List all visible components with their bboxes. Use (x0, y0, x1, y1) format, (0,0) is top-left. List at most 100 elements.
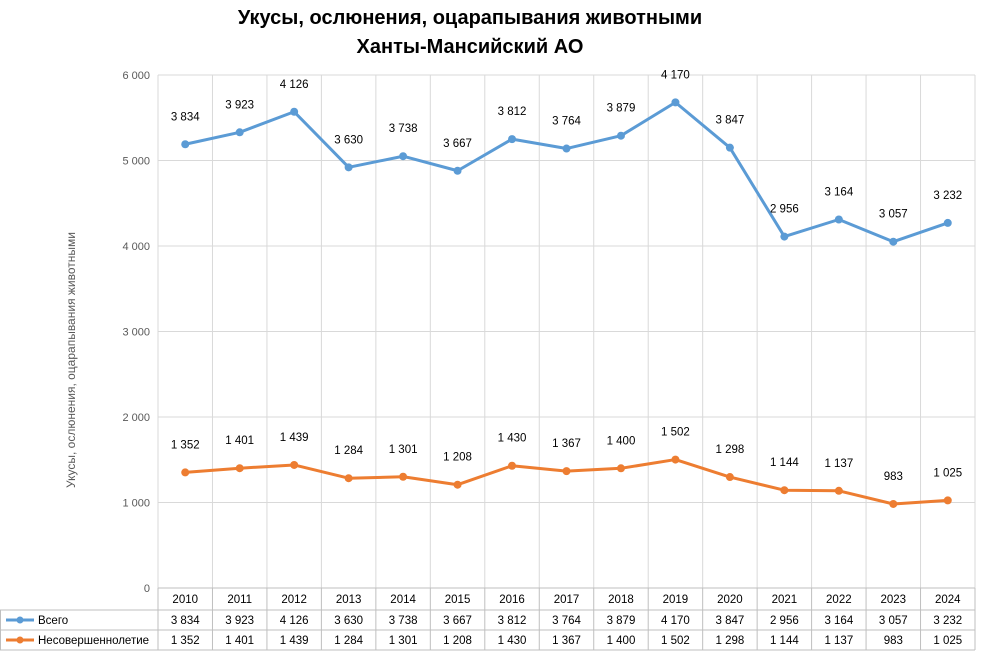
legend-marker-icon (16, 616, 24, 624)
table-cell: 3 812 (498, 615, 527, 627)
data-point (344, 474, 353, 483)
data-label: 1 400 (607, 435, 636, 447)
x-tick-label: 2011 (227, 594, 252, 606)
data-point (725, 473, 734, 482)
table-cell: 3 164 (824, 615, 853, 627)
x-tick-label: 2023 (881, 594, 907, 606)
data-point (290, 460, 299, 469)
data-label: 1 502 (661, 427, 690, 439)
data-label: 3 923 (225, 99, 254, 111)
data-point (562, 144, 571, 153)
legend-marker-icon (16, 636, 24, 644)
data-label: 1 301 (389, 444, 418, 456)
data-label: 1 144 (770, 457, 799, 469)
y-tick-label: 3 000 (122, 327, 150, 339)
data-label: 4 170 (661, 69, 690, 81)
table-cell: 4 126 (280, 615, 309, 627)
x-tick-label: 2021 (772, 594, 798, 606)
table-cell: 3 738 (389, 615, 418, 627)
table-cell: 1 298 (716, 635, 745, 647)
x-tick-label: 2022 (826, 594, 852, 606)
y-axis-ticks: 0 1 000 2 000 3 000 4 000 5 000 6 000 (122, 70, 150, 595)
data-label: 3 057 (879, 209, 908, 221)
table-cell: 2 956 (770, 615, 799, 627)
table-cell: 3 879 (607, 615, 636, 627)
legend-series-name: Несовершеннолетие (38, 635, 149, 647)
table-cell: 1 430 (498, 635, 527, 647)
table-cell: 1 352 (171, 635, 200, 647)
data-point (181, 140, 190, 149)
data-point (562, 467, 571, 476)
table-cell: 3 764 (552, 615, 581, 627)
table-cell: 3 057 (879, 615, 908, 627)
data-point (943, 218, 952, 227)
table-cell: 1 025 (933, 635, 962, 647)
table-cell: 1 367 (552, 635, 581, 647)
y-tick-label: 0 (144, 583, 150, 595)
table-cell: 1 301 (389, 635, 418, 647)
data-point (671, 98, 680, 107)
data-point (616, 464, 625, 473)
data-point (780, 232, 789, 241)
table-cell: 3 834 (171, 615, 200, 627)
data-point (453, 480, 462, 489)
data-label: 1 137 (824, 458, 853, 470)
y-tick-label: 6 000 (122, 70, 150, 82)
table-cell: 983 (884, 635, 903, 647)
data-point (181, 468, 190, 477)
y-tick-label: 4 000 (122, 241, 150, 253)
data-label: 3 667 (443, 138, 472, 150)
data-label: 3 847 (716, 115, 745, 127)
data-point (616, 131, 625, 140)
table-cell: 1 502 (661, 635, 690, 647)
x-tick-label: 2018 (608, 594, 634, 606)
table-cell: 1 439 (280, 635, 309, 647)
table-cell: 3 630 (334, 615, 363, 627)
data-label: 1 208 (443, 452, 472, 464)
data-point (290, 107, 299, 116)
data-point (834, 486, 843, 495)
data-label: 983 (884, 471, 903, 483)
table-cell: 3 847 (716, 615, 745, 627)
data-label: 1 430 (498, 433, 527, 445)
data-label: 3 812 (498, 106, 527, 118)
data-label: 3 164 (824, 186, 853, 198)
data-point (889, 237, 898, 246)
x-tick-label: 2020 (717, 594, 743, 606)
table-cell: 1 144 (770, 635, 799, 647)
y-tick-label: 1 000 (122, 498, 150, 510)
data-point (399, 152, 408, 161)
data-point (725, 143, 734, 152)
data-point (344, 163, 353, 172)
data-label: 1 439 (280, 432, 309, 444)
data-label: 3 738 (389, 123, 418, 135)
data-point (235, 464, 244, 473)
x-tick-label: 2015 (445, 594, 471, 606)
x-tick-label: 2014 (390, 594, 416, 606)
data-label: 3 879 (607, 103, 636, 115)
y-tick-label: 5 000 (122, 156, 150, 168)
table-cell: 3 923 (225, 615, 254, 627)
chart-subtitle: Ханты-Мансийский АО (357, 36, 584, 58)
data-label: 3 834 (171, 111, 200, 123)
x-tick-label: 2010 (172, 594, 198, 606)
table-cell: 1 400 (607, 635, 636, 647)
x-tick-label: 2013 (336, 594, 362, 606)
table-cell: 1 401 (225, 635, 254, 647)
data-label: 3 764 (552, 116, 581, 128)
y-axis-label: Укусы, ослюнения, оцарапывания животными (64, 232, 78, 488)
data-label: 1 401 (225, 435, 254, 447)
data-point (508, 135, 517, 144)
table-cell: 1 208 (443, 635, 472, 647)
table-cell: 3 232 (933, 615, 962, 627)
data-label: 2 956 (770, 204, 799, 216)
x-tick-label: 2016 (499, 594, 525, 606)
data-point (834, 215, 843, 224)
data-point (235, 128, 244, 137)
data-label: 1 367 (552, 438, 581, 450)
legend-series-name: Всего (38, 615, 68, 627)
data-point (780, 486, 789, 495)
series-group (181, 98, 952, 508)
data-label: 4 126 (280, 79, 309, 91)
